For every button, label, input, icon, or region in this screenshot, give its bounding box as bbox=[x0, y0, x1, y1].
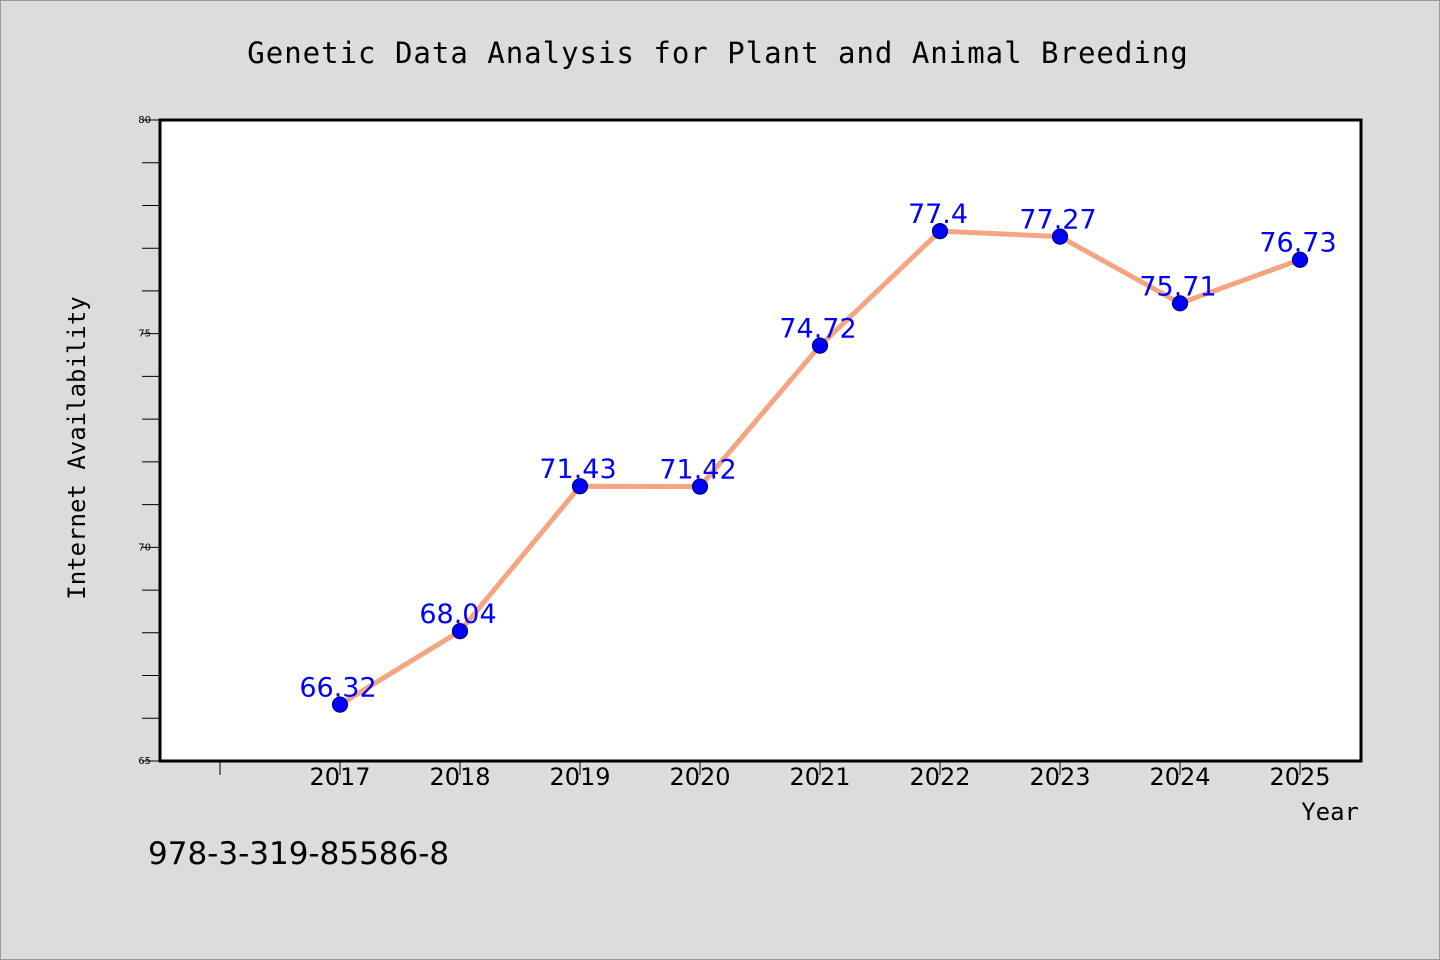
data-point bbox=[331, 696, 349, 713]
data-point bbox=[931, 223, 949, 240]
x-axis-ticks: 2017 2018 2019 2020 2021 2022 2023 2024 2025 bbox=[219, 761, 1331, 791]
x-tick-label: 2019 bbox=[549, 763, 610, 791]
x-tick-label: 2020 bbox=[669, 763, 730, 791]
x-tick-label: 2018 bbox=[429, 763, 490, 791]
x-axis-label: Year bbox=[1301, 798, 1359, 826]
y-tick-label: 65 bbox=[138, 756, 151, 767]
isbn-footer: 978-3-319-85586-8 bbox=[148, 836, 449, 872]
x-tick-label: 2022 bbox=[909, 763, 970, 791]
data-label: 71.42 bbox=[659, 455, 736, 486]
y-tick-label: 80 bbox=[138, 115, 151, 126]
y-tick-label: 70 bbox=[138, 542, 151, 553]
data-label: 71.43 bbox=[539, 454, 616, 485]
y-tick-label: 75 bbox=[138, 329, 151, 340]
x-tick-label: 2021 bbox=[789, 763, 850, 791]
x-tick-label: 2023 bbox=[1029, 763, 1090, 791]
data-point bbox=[691, 478, 709, 495]
x-tick-label: 2017 bbox=[309, 763, 370, 791]
series-layer: 66.32 68.04 71.43 71.42 74.72 77.4 77.27 75.71 7… bbox=[299, 199, 1337, 713]
data-label: 74.72 bbox=[779, 314, 856, 345]
data-label: 77.27 bbox=[1019, 205, 1096, 236]
chart-title: Genetic Data Analysis for Plant and Anim… bbox=[247, 36, 1188, 70]
data-point bbox=[1051, 228, 1069, 245]
data-label: 76.73 bbox=[1259, 228, 1336, 259]
data-point bbox=[451, 622, 469, 640]
x-tick-label: 2024 bbox=[1149, 763, 1210, 791]
data-point bbox=[1291, 251, 1309, 268]
data-label: 66.32 bbox=[299, 673, 376, 704]
data-point bbox=[571, 478, 589, 495]
plot-area bbox=[158, 118, 1363, 763]
x-tick-label: 2025 bbox=[1269, 763, 1330, 791]
y-axis-ticks: 65 70 75 80 bbox=[138, 115, 160, 767]
y-axis-label: Internet Availability bbox=[63, 296, 91, 599]
data-label: 77.4 bbox=[908, 199, 968, 230]
data-point bbox=[811, 337, 829, 354]
data-label: 75.71 bbox=[1139, 271, 1216, 302]
data-point bbox=[1171, 295, 1189, 312]
data-label: 68.04 bbox=[419, 599, 496, 630]
